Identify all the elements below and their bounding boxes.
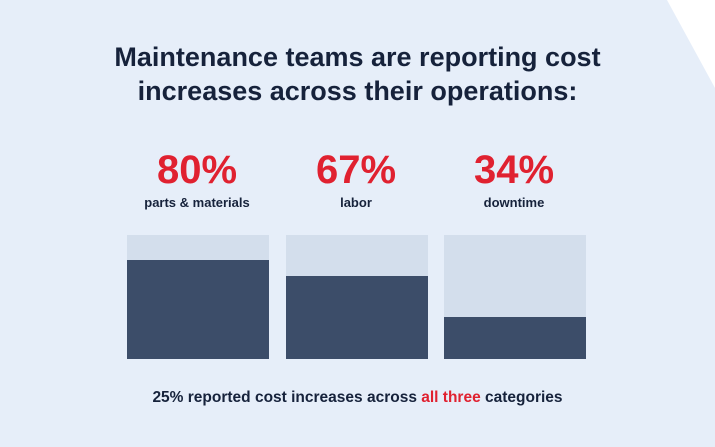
bar-downtime bbox=[444, 317, 586, 359]
bar-track-labor bbox=[286, 235, 428, 359]
stat-value-labor: 67% bbox=[315, 148, 397, 192]
bar-track-parts-materials bbox=[127, 235, 269, 359]
footer-suffix: categories bbox=[480, 389, 563, 406]
footer-note: 25% reported cost increases across all t… bbox=[0, 388, 715, 408]
title-line-2: increases across their operations: bbox=[137, 76, 578, 106]
title-line-1: Maintenance teams are reporting cost bbox=[114, 42, 601, 72]
stat-value-parts-materials: 80% bbox=[156, 148, 238, 192]
stat-parts-materials: 80% parts & materials bbox=[107, 148, 287, 211]
page-title: Maintenance teams are reporting cost inc… bbox=[0, 40, 715, 108]
stat-downtime: 34% downtime bbox=[424, 148, 604, 211]
bar-track-downtime bbox=[444, 235, 586, 359]
footer-prefix: 25% reported cost increases across bbox=[152, 389, 422, 406]
stat-labor: 67% labor bbox=[266, 148, 446, 211]
stat-label-downtime: downtime bbox=[483, 195, 545, 210]
bar-parts-materials bbox=[127, 260, 269, 359]
stat-value-downtime: 34% bbox=[473, 148, 555, 192]
stat-label-labor: labor bbox=[340, 195, 372, 210]
stat-label-parts-materials: parts & materials bbox=[144, 195, 250, 210]
bar-labor bbox=[286, 276, 428, 359]
footer-highlight: all three bbox=[421, 389, 481, 406]
